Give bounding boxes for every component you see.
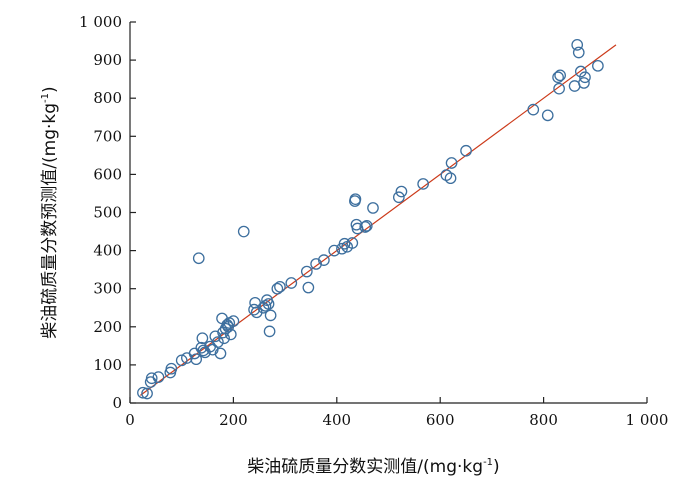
x-tick-label: 800 <box>529 411 558 429</box>
data-point <box>285 277 298 289</box>
data-point <box>227 315 240 327</box>
x-tick-label: 600 <box>426 411 455 429</box>
y-tick-label: 300 <box>93 280 122 298</box>
data-point <box>392 191 405 204</box>
y-tick-label: 800 <box>93 89 122 107</box>
data-point <box>579 71 591 84</box>
y-tick-label: 700 <box>93 127 122 145</box>
data-point <box>571 39 584 51</box>
data-point <box>263 325 276 338</box>
x-tick-label: 0 <box>125 411 135 429</box>
data-point <box>395 185 408 198</box>
data-point <box>553 82 565 95</box>
data-point <box>592 59 604 72</box>
y-ticks: 0 100 200 300 400 500 600 700 800 900 1 000 <box>79 13 136 412</box>
data-point <box>197 344 210 357</box>
y-tick-label: 900 <box>93 51 122 69</box>
data-point <box>248 303 260 316</box>
data-point <box>145 372 158 385</box>
data-point <box>192 252 205 265</box>
data-point <box>578 77 590 89</box>
data-point <box>175 354 188 367</box>
data-point <box>346 237 359 249</box>
y-tick-label: 200 <box>93 318 122 336</box>
data-point <box>554 69 566 82</box>
data-point <box>302 281 315 294</box>
data-point <box>444 172 457 185</box>
data-point <box>328 244 341 257</box>
data-point <box>190 353 203 366</box>
data-point <box>318 254 330 266</box>
data-point <box>137 386 149 399</box>
data-point <box>359 221 372 233</box>
x-tick-label: 1 000 <box>626 411 669 429</box>
data-point <box>552 71 564 84</box>
data-point <box>196 332 209 345</box>
x-axis-title: 柴油硫质量分数实测值/(mg·kg-1) <box>247 457 499 477</box>
y-tick-label: 100 <box>93 356 122 374</box>
y-tick-label: 600 <box>93 165 122 183</box>
data-point <box>417 178 429 190</box>
data-point <box>367 202 379 214</box>
data-point <box>212 336 224 348</box>
data-point <box>300 265 313 278</box>
data-point <box>541 109 554 122</box>
data-point <box>360 219 373 232</box>
y-tick-label: 500 <box>93 204 122 222</box>
data-point <box>141 387 153 400</box>
data-point <box>259 299 272 312</box>
x-ticks: 0 200 400 600 800 1 000 <box>125 397 668 429</box>
data-point <box>271 282 284 295</box>
data-point <box>165 362 178 375</box>
data-point <box>152 371 165 383</box>
data-points <box>137 39 604 400</box>
x-tick-label: 400 <box>322 411 351 429</box>
y-tick-label: 400 <box>93 242 122 260</box>
data-point <box>338 237 351 250</box>
data-point <box>572 46 585 59</box>
data-point <box>264 309 277 322</box>
data-point <box>349 193 362 206</box>
x-tick-label: 200 <box>219 411 248 429</box>
data-point <box>274 280 286 293</box>
data-point <box>237 225 250 238</box>
y-tick-label: 1 000 <box>79 13 122 31</box>
fit-line <box>139 44 617 396</box>
data-point <box>460 144 472 157</box>
data-point <box>445 157 458 169</box>
y-tick-label: 0 <box>112 394 122 412</box>
data-point <box>262 298 275 310</box>
data-point <box>527 103 540 116</box>
y-axis-title: 柴油硫质量分数预测值/(mg·kg-1) <box>40 86 60 338</box>
data-point <box>214 347 227 360</box>
data-point <box>224 328 237 341</box>
